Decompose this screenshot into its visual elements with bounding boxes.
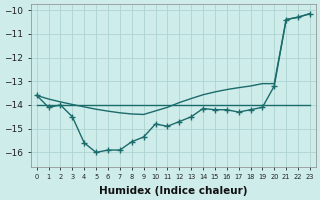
X-axis label: Humidex (Indice chaleur): Humidex (Indice chaleur) [99, 186, 248, 196]
